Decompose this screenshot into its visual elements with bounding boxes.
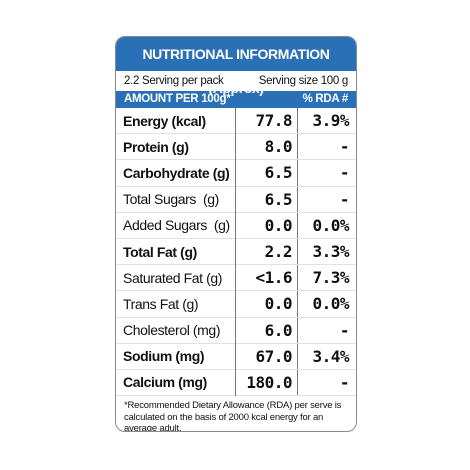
nutrient-row: Total Fat (g) 2.2 3.3% — [116, 238, 356, 266]
nutrient-name: Protein (g) — [123, 138, 189, 155]
servings-per-pack: 2.2 Serving per pack — [124, 75, 224, 87]
nutrient-name: Total Fat (g) — [123, 243, 197, 260]
nutrient-row: Sodium (mg) 67.0 3.4% — [116, 343, 356, 370]
serving-info: 2.2 Serving per pack Serving size 100 g — [116, 71, 356, 91]
serving-size: Serving size 100 g — [258, 75, 349, 87]
nutrient-rda: - — [339, 189, 350, 209]
nutrient-table: Energy (kcal) 77.8 3.9% Protein (g) 8.0- Carb… — [116, 108, 356, 397]
nutrient-rda: - — [339, 137, 350, 157]
column-label: % RDA # — [302, 93, 349, 105]
column-label: AMOUNT PER 100g* — [124, 93, 231, 105]
nutrient-row: Total Sugars (g) 6.5 - — [116, 186, 356, 213]
nutrient-row: Carbohydrate (g) 6.5 - — [116, 160, 356, 187]
nutrient-row: Saturated Fat (g) <1.6 7.3% — [116, 265, 356, 292]
nutrient-amount: 180.0 — [235, 369, 298, 396]
title: NUTRITIONAL INFORMATION (Approx) — [116, 37, 356, 96]
nutrient-rda: 7.3% — [312, 268, 349, 288]
nutrient-name: Energy (kcal) — [123, 112, 206, 129]
nutrient-amount: 67.0 — [235, 343, 298, 369]
nutrient-name: Total Sugars (g) — [123, 191, 219, 208]
nutrient-row: Protein (g) 8.0 - — [116, 134, 356, 161]
nutrient-rda: 0.0% — [312, 294, 349, 314]
nutrient-amount: 6.5 — [235, 160, 298, 186]
nutrient-row: Trans Fat (g) 0.0 0.0% — [116, 291, 356, 318]
nutrient-name: Added Sugars (g) — [123, 217, 230, 234]
nutrient-rda: 3.9% — [312, 111, 349, 131]
column-divider — [235, 108, 236, 397]
nutrient-name: Carbohydrate (g) — [123, 164, 230, 181]
nutrient-rda: - — [339, 163, 350, 183]
nutrient-rda: 3.4% — [312, 346, 349, 366]
nutrient-rda: 3.3% — [312, 242, 349, 262]
nutrient-amount: 6.5 — [235, 186, 298, 212]
nutrient-row: Energy (kcal) 77.8 3.9% — [116, 108, 356, 135]
nutrient-amount: 2.2 — [235, 238, 298, 265]
nutrient-amount: 6.0 — [235, 317, 298, 343]
nutrient-name: Saturated Fat (g) — [123, 269, 223, 286]
nutrient-name: Trans Fat (g) — [123, 295, 199, 312]
nutrient-amount: 8.0 — [235, 134, 298, 160]
column-header: AMOUNT PER 100g* % RDA # — [116, 91, 356, 108]
footnotes: *Recommended Dietary Allowance (RDA) per… — [116, 396, 356, 432]
nutrient-amount: 0.0 — [235, 291, 298, 317]
nutrient-rda: - — [339, 320, 350, 340]
nutrition-label: NUTRITIONAL INFORMATION (Approx) 2.2 Ser… — [115, 36, 357, 432]
nutrient-amount: 0.0 — [235, 212, 298, 238]
nutrient-amount: <1.6 — [235, 265, 298, 291]
nutrient-row: Cholesterol (mg) 6.0 - — [116, 317, 356, 344]
nutrient-rda: - — [339, 372, 350, 392]
footnote: *Recommended Dietary Allowance (RDA) per… — [124, 400, 342, 432]
nutrient-row: Added Sugars (g) 0.0 0.0% — [116, 212, 356, 239]
nutrient-row: Calcium (mg) 180.0 - — [116, 369, 356, 397]
nutrient-name: Cholesterol (mg) — [123, 322, 221, 339]
nutrient-name: Calcium (mg) — [123, 374, 207, 391]
nutrient-amount: 77.8 — [235, 108, 298, 134]
nutrient-name: Sodium (mg) — [123, 348, 205, 365]
nutrient-rda: 0.0% — [312, 215, 349, 235]
